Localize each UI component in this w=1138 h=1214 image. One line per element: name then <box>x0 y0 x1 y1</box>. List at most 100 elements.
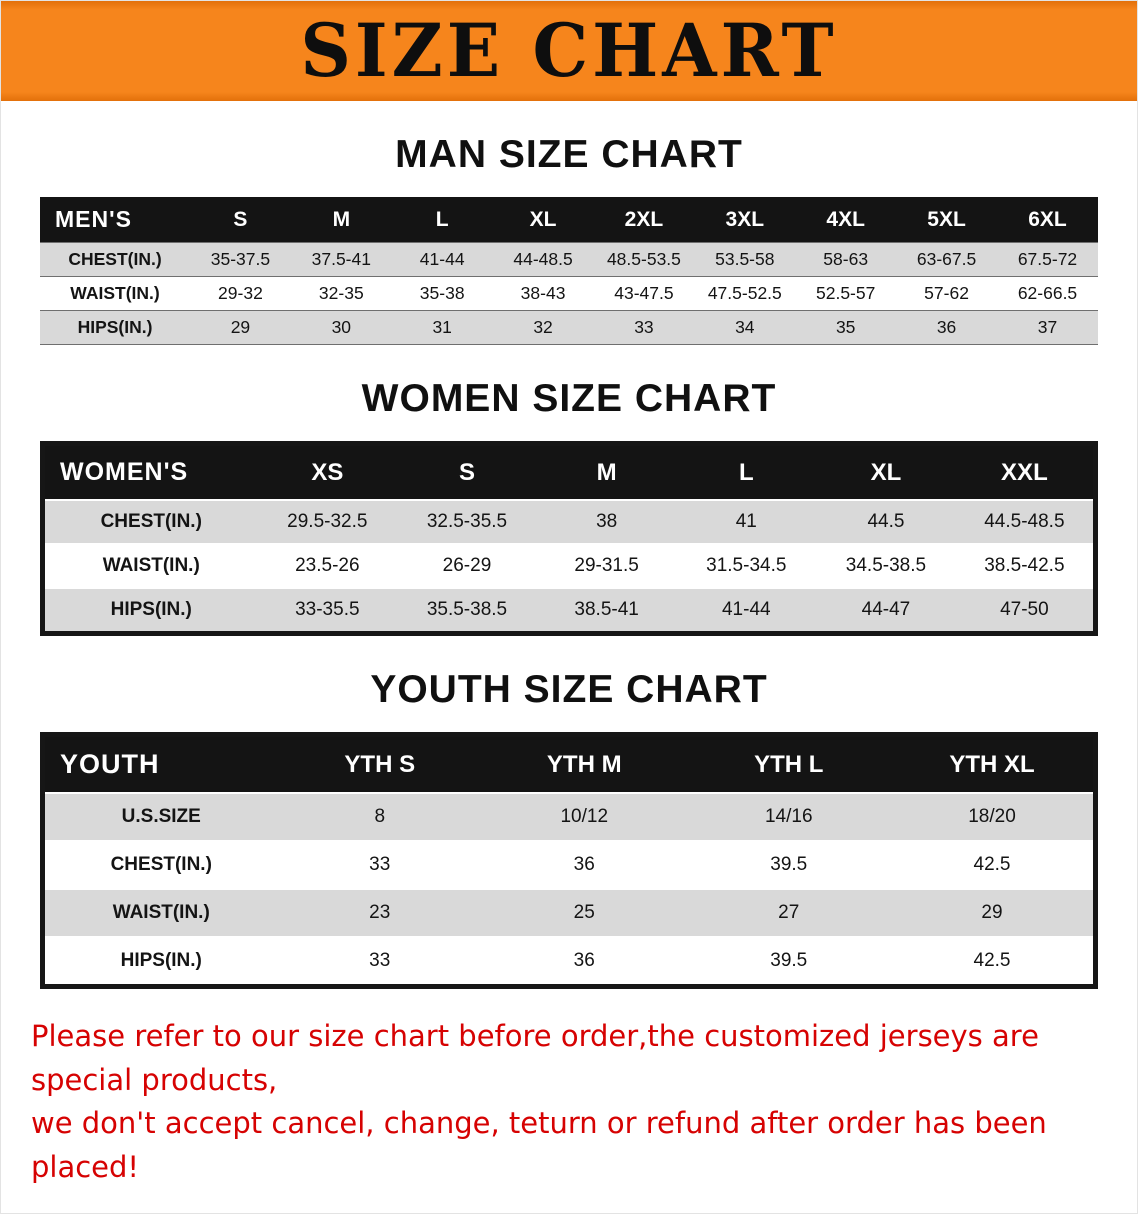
table-title-cell: WOMEN'S <box>42 443 258 500</box>
value-cell: 38.5-41 <box>536 587 677 634</box>
youth-section-heading: YOUTH SIZE CHART <box>370 668 768 711</box>
value-cell: 23.5-26 <box>257 543 398 588</box>
value-cell: 47-50 <box>955 587 1096 634</box>
row-label-cell: U.S.SIZE <box>42 792 278 841</box>
value-cell: 29 <box>891 888 1096 937</box>
row-label-cell: WAIST(IN.) <box>42 888 278 937</box>
value-cell: 57-62 <box>896 276 997 311</box>
size-header-cell: L <box>676 443 817 500</box>
value-cell: 35 <box>795 310 897 345</box>
measurement-row: CHEST(IN.) 29.5-32.5 32.5-35.5 38 41 44.5 44.5… <box>42 499 1096 544</box>
measurement-row: WAIST(IN.) 23.5-26 26-29 29-31.5 31.5-34.5 34… <box>42 543 1096 588</box>
size-header-cell: S <box>190 197 291 243</box>
value-cell: 29.5-32.5 <box>257 499 398 544</box>
value-cell: 44-47 <box>816 587 956 634</box>
value-cell: 35-37.5 <box>190 242 291 277</box>
value-cell: 32.5-35.5 <box>397 499 537 544</box>
value-cell: 47.5-52.5 <box>694 276 796 311</box>
measurement-row: WAIST(IN.) 23 25 27 29 <box>42 888 1096 937</box>
value-cell: 62-66.5 <box>997 276 1098 311</box>
value-cell: 67.5-72 <box>997 242 1098 277</box>
size-header-cell: 5XL <box>896 197 997 243</box>
footer-disclaimer-line-2: we don't accept cancel, change, teturn o… <box>31 1106 1047 1184</box>
value-cell: 39.5 <box>686 840 891 889</box>
size-header-cell: YTH L <box>686 734 891 793</box>
size-header-cell: 6XL <box>997 197 1098 243</box>
value-cell: 29-31.5 <box>536 543 677 588</box>
value-cell: 39.5 <box>686 936 891 987</box>
table-title-cell: MEN'S <box>40 197 190 243</box>
row-label-cell: HIPS(IN.) <box>42 587 258 634</box>
value-cell: 25 <box>482 888 687 937</box>
value-cell: 10/12 <box>482 792 687 841</box>
value-cell: 53.5-58 <box>694 242 796 277</box>
value-cell: 38-43 <box>492 276 594 311</box>
value-cell: 34.5-38.5 <box>816 543 956 588</box>
value-cell: 36 <box>482 840 687 889</box>
value-cell: 23 <box>277 888 482 937</box>
value-cell: 37 <box>997 310 1098 345</box>
value-cell: 41-44 <box>676 587 817 634</box>
size-header-cell: XL <box>816 443 956 500</box>
women-section-heading: WOMEN SIZE CHART <box>361 377 777 420</box>
page-title: SIZE CHART <box>300 6 838 95</box>
value-cell: 44.5-48.5 <box>955 499 1096 544</box>
row-label-cell: CHEST(IN.) <box>42 499 258 544</box>
measurement-row: HIPS(IN.) 33-35.5 35.5-38.5 38.5-41 41-44 44-… <box>42 587 1096 634</box>
value-cell: 31 <box>391 310 493 345</box>
value-cell: 38.5-42.5 <box>955 543 1096 588</box>
size-header-cell: YTH XL <box>891 734 1096 793</box>
men-section: MAN SIZE CHART MEN'S S M L XL 2XL 3XL 4XL 5XL 6XL… <box>1 133 1137 345</box>
footer-disclaimer-line-1: Please refer to our size chart before or… <box>31 1019 1039 1097</box>
size-header-row: WOMEN'S XS S M L XL XXL <box>42 443 1096 500</box>
size-header-cell: XL <box>492 197 594 243</box>
size-header-cell: 2XL <box>593 197 695 243</box>
value-cell: 63-67.5 <box>896 242 997 277</box>
value-cell: 42.5 <box>891 936 1096 987</box>
value-cell: 44.5 <box>816 499 956 544</box>
value-cell: 29 <box>190 310 291 345</box>
value-cell: 38 <box>536 499 677 544</box>
size-header-row: MEN'S S M L XL 2XL 3XL 4XL 5XL 6XL <box>40 197 1098 243</box>
size-header-cell: XS <box>257 443 398 500</box>
women-size-table: WOMEN'S XS S M L XL XXL CHEST(IN.) 29.5-32.5 32.5… <box>40 441 1098 636</box>
women-section: WOMEN SIZE CHART WOMEN'S XS S M L XL XXL CHEST(… <box>1 377 1137 636</box>
size-header-cell: YTH M <box>482 734 687 793</box>
value-cell: 36 <box>896 310 997 345</box>
value-cell: 27 <box>686 888 891 937</box>
value-cell: 41-44 <box>391 242 493 277</box>
measurement-row: CHEST(IN.) 33 36 39.5 42.5 <box>42 840 1096 889</box>
value-cell: 52.5-57 <box>795 276 897 311</box>
measurement-row: HIPS(IN.) 29 30 31 32 33 34 35 36 37 <box>40 310 1098 345</box>
size-header-cell: 3XL <box>694 197 796 243</box>
value-cell: 29-32 <box>190 276 291 311</box>
value-cell: 33 <box>277 840 482 889</box>
size-header-row: YOUTH YTH S YTH M YTH L YTH XL <box>42 734 1096 793</box>
men-size-table: MEN'S S M L XL 2XL 3XL 4XL 5XL 6XL CHEST(IN.) 35-37… <box>40 197 1098 345</box>
value-cell: 33-35.5 <box>257 587 398 634</box>
value-cell: 35.5-38.5 <box>397 587 537 634</box>
measurement-row: HIPS(IN.) 33 36 39.5 42.5 <box>42 936 1096 987</box>
value-cell: 14/16 <box>686 792 891 841</box>
size-header-cell: S <box>397 443 537 500</box>
row-label-cell: CHEST(IN.) <box>42 840 278 889</box>
value-cell: 32-35 <box>290 276 392 311</box>
value-cell: 32 <box>492 310 594 345</box>
value-cell: 34 <box>694 310 796 345</box>
size-header-cell: XXL <box>955 443 1096 500</box>
size-header-cell: 4XL <box>795 197 897 243</box>
value-cell: 26-29 <box>397 543 537 588</box>
row-label-cell: HIPS(IN.) <box>42 936 278 987</box>
value-cell: 44-48.5 <box>492 242 594 277</box>
row-label-cell: HIPS(IN.) <box>40 310 190 345</box>
measurement-row: U.S.SIZE 8 10/12 14/16 18/20 <box>42 792 1096 841</box>
value-cell: 42.5 <box>891 840 1096 889</box>
row-label-cell: WAIST(IN.) <box>40 276 190 311</box>
banner: SIZE CHART <box>1 1 1137 101</box>
men-section-heading: MAN SIZE CHART <box>395 133 743 176</box>
value-cell: 31.5-34.5 <box>676 543 817 588</box>
value-cell: 43-47.5 <box>593 276 695 311</box>
row-label-cell: WAIST(IN.) <box>42 543 258 588</box>
size-header-cell: M <box>536 443 677 500</box>
